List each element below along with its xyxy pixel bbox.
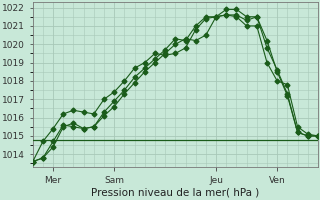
X-axis label: Pression niveau de la mer( hPa ): Pression niveau de la mer( hPa )	[91, 188, 260, 198]
